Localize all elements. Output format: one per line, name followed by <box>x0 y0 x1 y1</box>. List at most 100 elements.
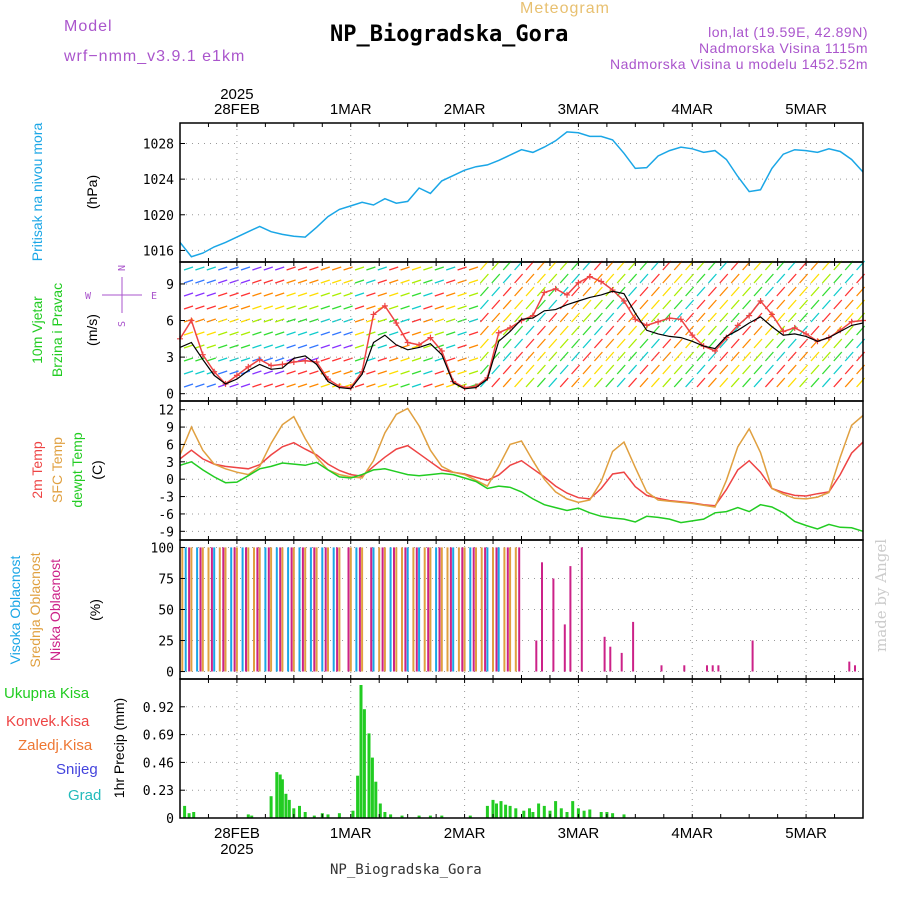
wind-arrow <box>423 357 433 362</box>
wind-arrow <box>206 318 217 323</box>
wind-arrow <box>217 279 228 284</box>
wind-arrow <box>514 364 524 375</box>
wind-speed-point <box>541 289 548 296</box>
wind-arrow <box>696 299 706 310</box>
wind-arrow <box>400 318 410 323</box>
wind-arrow <box>423 292 433 297</box>
wind-arrow <box>810 351 820 362</box>
y-tick-label: 50 <box>158 604 174 619</box>
bar-3-2 <box>313 547 316 672</box>
wind-arrow <box>434 318 445 323</box>
wind-arrow <box>468 357 479 362</box>
wind-arrow <box>252 331 262 336</box>
wind-arrow <box>833 338 843 349</box>
wind-arrow <box>479 364 489 375</box>
wind-arrow <box>263 331 274 336</box>
bar-4-0 <box>275 772 279 818</box>
wind-arrow <box>309 331 319 336</box>
wind-arrow <box>833 364 843 375</box>
wind-arrow <box>776 377 786 388</box>
wind-arrow <box>719 273 729 284</box>
bar-4-0 <box>389 814 393 818</box>
wind-arrow <box>593 351 603 362</box>
wind-arrow-field <box>183 260 866 388</box>
compass-east-label: E <box>151 291 157 302</box>
wind-arrow <box>400 357 410 362</box>
wind-arrow <box>719 299 729 310</box>
wind-speed-point <box>495 329 502 336</box>
bar-4-0 <box>187 813 191 818</box>
compass-north-label: N <box>117 265 128 271</box>
wind-arrow <box>183 292 194 297</box>
wind-arrow <box>753 286 763 297</box>
bar-3-1 <box>315 547 318 672</box>
bar-3-1 <box>349 547 352 672</box>
bar-3-1 <box>383 547 386 672</box>
wind-arrow <box>696 312 706 323</box>
wind-arrow <box>331 305 342 310</box>
bar-3-2 <box>358 547 361 672</box>
wind-arrow <box>434 383 445 388</box>
wind-arrow <box>286 292 296 297</box>
bar-4-0 <box>428 815 432 818</box>
bar-4-0 <box>351 810 355 818</box>
bar-3-1 <box>492 547 494 672</box>
wind-arrow <box>639 312 649 323</box>
wind-arrow <box>844 325 854 336</box>
wind-arrow <box>639 338 649 349</box>
wind-arrow <box>605 377 615 388</box>
series-line-2-2 <box>179 460 864 533</box>
bar-3-2 <box>518 547 521 672</box>
bar-3-1 <box>446 547 449 672</box>
wind-arrow <box>536 338 546 349</box>
bar-4-0 <box>303 812 307 818</box>
bar-4-0 <box>495 803 498 818</box>
bar-4-0 <box>374 781 378 818</box>
wind-arrow <box>787 377 797 388</box>
bar-4-0 <box>514 808 518 818</box>
wind-arrow <box>377 370 388 375</box>
wind-arrow <box>776 273 786 284</box>
wind-arrow <box>844 377 854 388</box>
wind-arrow <box>366 305 376 310</box>
wind-arrow <box>742 299 752 310</box>
bar-3-1 <box>440 547 443 672</box>
wind-arrow <box>457 357 467 362</box>
wind-arrow <box>514 325 524 336</box>
wind-arrow <box>742 325 752 336</box>
wind-arrow <box>286 279 296 284</box>
bar-3-0 <box>230 547 233 672</box>
wind-arrow <box>445 305 456 310</box>
wind-arrow <box>571 312 581 323</box>
bar-4-0 <box>280 779 284 818</box>
grid-2 <box>180 401 863 540</box>
wind-arrow <box>639 351 649 362</box>
wind-arrow <box>195 331 205 336</box>
wind-arrow <box>195 305 205 310</box>
wind-arrow <box>719 312 729 323</box>
bar-3-1 <box>247 547 250 672</box>
bar-3-2 <box>495 547 498 672</box>
wind-arrow <box>206 305 217 310</box>
wind-arrow <box>388 305 399 310</box>
wind-arrow <box>844 338 854 349</box>
wind-arrow <box>388 318 399 323</box>
wind-arrow <box>354 344 365 349</box>
wind-arrow <box>753 325 763 336</box>
bar-3-2 <box>393 547 395 672</box>
wind-arrow <box>628 338 638 349</box>
bar-3-2 <box>854 665 856 672</box>
wind-arrow <box>286 266 296 271</box>
y-tick-label: 1016 <box>143 244 174 259</box>
wind-arrow <box>685 299 695 310</box>
bar-3-0 <box>435 547 438 672</box>
grid-0 <box>180 123 863 262</box>
bar-3-0 <box>241 547 244 672</box>
wind-arrow <box>400 370 410 375</box>
wind-arrow <box>821 299 831 310</box>
wind-arrow <box>286 318 296 323</box>
wind-arrow <box>343 331 353 336</box>
bar-3-2 <box>324 547 327 672</box>
wind-arrow <box>229 370 239 375</box>
wind-arrow <box>286 370 296 375</box>
